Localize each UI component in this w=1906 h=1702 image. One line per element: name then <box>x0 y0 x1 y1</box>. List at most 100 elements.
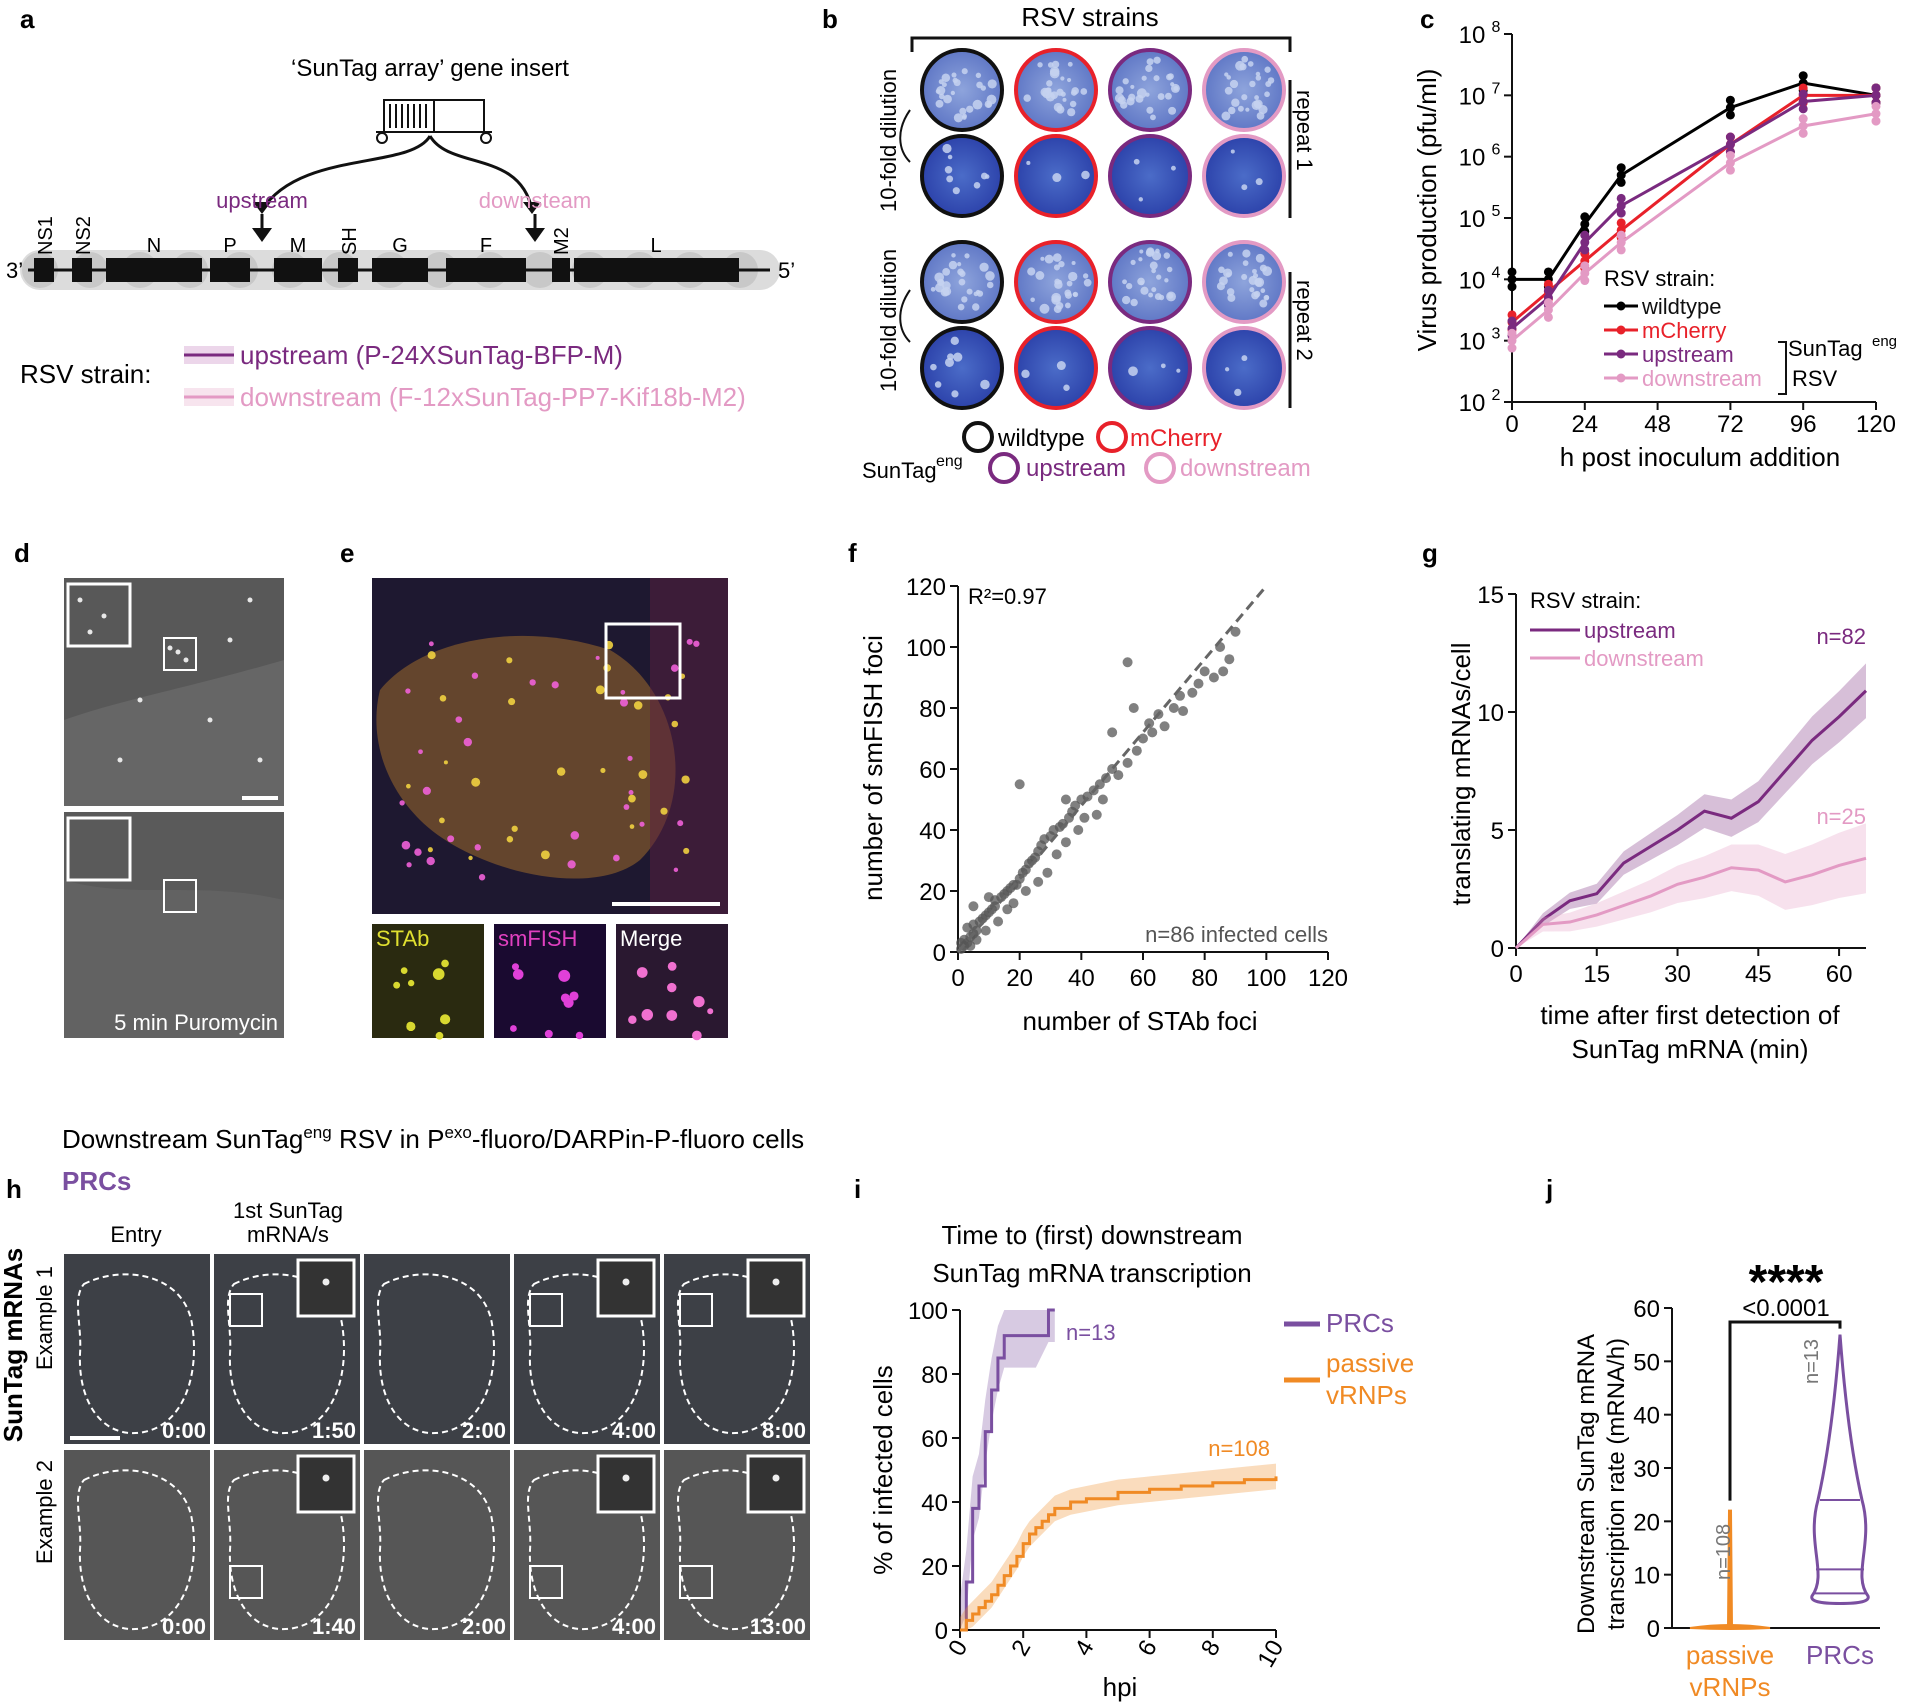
e-spot <box>660 807 668 815</box>
f-y-tick-label: 60 <box>919 757 946 784</box>
e-spot <box>463 737 473 747</box>
plaque-spot <box>957 303 965 311</box>
h-timestamp: 2:00 <box>462 1614 506 1639</box>
c-x-tick-label: 24 <box>1571 411 1598 438</box>
e-spot <box>629 824 635 829</box>
f-data-point <box>1128 703 1139 713</box>
c-data-point <box>1725 139 1735 149</box>
h-timestamp: 13:00 <box>750 1614 806 1639</box>
plaque-title: RSV strains <box>1021 2 1158 32</box>
h-cell-outline <box>377 1469 495 1631</box>
plaque-spot <box>973 182 981 189</box>
plaque-spot <box>1151 268 1156 274</box>
h-inset-box <box>596 1258 656 1318</box>
e-spot <box>677 820 684 827</box>
c-xlabel: h post inoculum addition <box>1560 442 1840 472</box>
e-spot <box>406 783 411 789</box>
h-tile <box>364 1450 510 1640</box>
panel-d: d 5 min Puromycin <box>14 538 284 1038</box>
plaque-spot <box>1138 257 1143 262</box>
plaque-spot <box>959 107 967 115</box>
f-data-point <box>1091 809 1102 820</box>
c-x-tick-label: 96 <box>1790 411 1817 438</box>
h-header-mid: RSV in P <box>332 1124 445 1154</box>
d-spot <box>167 645 173 651</box>
plaque-spot <box>958 278 966 286</box>
legend-suntag-sup: eng <box>936 453 963 470</box>
plaque-spot <box>939 93 945 100</box>
e-spot <box>595 655 600 660</box>
c-data-point <box>1725 103 1735 113</box>
e-spot <box>426 856 435 866</box>
c-data-point <box>1507 274 1517 284</box>
i-x-tick-label: 10 <box>1252 1636 1289 1673</box>
g-xlabel2: SunTag mRNA (min) <box>1572 1034 1809 1064</box>
plaque-spot <box>1035 271 1045 280</box>
plaque-spot <box>1231 98 1240 107</box>
f-data-point <box>983 892 994 903</box>
plaque-spot <box>930 287 936 292</box>
g-y-tick-label: 15 <box>1477 582 1504 609</box>
f-data-point <box>1147 727 1158 738</box>
c-group-label: SunTag <box>1788 336 1863 361</box>
h-timestamp: 0:00 <box>162 1418 206 1443</box>
plaque-spot <box>1154 293 1162 301</box>
j-significance-bracket <box>1728 1320 1842 1501</box>
plaque-spot <box>941 82 947 88</box>
j-cat-prcs: PRCs <box>1806 1640 1874 1670</box>
gene-NS1: NS1 <box>35 216 57 255</box>
e-tile-spot <box>707 1008 714 1015</box>
virus-growth-chart: 0 24 48 72 96 120 10 2 10 3 10 4 10 5 10 6 10 7 10 8 <box>1459 19 1896 438</box>
i-y-tick-label: 40 <box>921 1490 948 1517</box>
f-x-tick-label: 60 <box>1130 965 1157 992</box>
plaque-spot <box>1164 278 1169 283</box>
plaque-spot <box>1153 56 1161 64</box>
h-col-entry: Entry <box>110 1222 161 1247</box>
svg-text:Downstream SunTageng RSV in Pe: Downstream SunTageng RSV in Pexo-fluoro/… <box>62 1123 804 1154</box>
c-data-point <box>1616 177 1626 187</box>
plaque-spot <box>1122 78 1129 85</box>
plaque-spot <box>1122 279 1127 285</box>
i-title2: SunTag mRNA transcription <box>932 1258 1251 1288</box>
plaque-spot <box>1030 297 1035 303</box>
plaque-spot <box>1021 369 1030 379</box>
j-pval: <0.0001 <box>1742 1295 1829 1322</box>
plaque-spot <box>1072 292 1077 297</box>
plaque-spot <box>1130 259 1136 265</box>
plaque-spot <box>930 363 937 371</box>
g-legend-downstream: downstream <box>1584 646 1704 671</box>
transcription-rate-violin: 0 10 20 30 40 50 60 <box>1633 1296 1880 1643</box>
plaque-spot <box>952 187 960 195</box>
plaque-spot <box>1053 253 1062 262</box>
f-data-point <box>1230 626 1241 637</box>
e-spot <box>686 638 693 645</box>
plaque-spot <box>1263 294 1270 301</box>
plaque-spot <box>1265 81 1272 88</box>
e-spot <box>638 770 648 779</box>
d-spot <box>101 613 107 619</box>
insert-downstream-label: downsteam <box>479 188 592 213</box>
gene-NS2: NS2 <box>73 216 95 255</box>
strain-label: RSV strain: <box>20 359 152 389</box>
plaque-spot <box>1130 84 1135 89</box>
legend-upstream: upstream <box>1026 455 1126 482</box>
h-cell-outline <box>77 1469 195 1631</box>
e-spot <box>471 672 479 679</box>
f-data-point <box>968 901 979 912</box>
i-y-tick-label: 80 <box>921 1362 948 1389</box>
h-prcs: PRCs <box>62 1166 131 1196</box>
plaque-spot <box>1056 361 1066 371</box>
plaque-dish <box>1108 326 1192 410</box>
e-spot <box>418 749 423 755</box>
rsv-genome: 3’ 5’ NS1 NS2 N P M SH G F M2 L <box>6 216 795 290</box>
c-data-point <box>1616 170 1626 180</box>
i-legend-prcs: PRCs <box>1326 1308 1394 1338</box>
h-example2: Example 2 <box>32 1460 57 1564</box>
plaque-spot <box>961 68 968 75</box>
c-data-point <box>1725 95 1735 105</box>
f-data-point <box>1097 794 1108 805</box>
plaque-spot <box>1251 100 1262 111</box>
i-series-line <box>960 1476 1278 1632</box>
c-y-tick-exp: 2 <box>1492 387 1501 404</box>
insert-cassette <box>376 99 492 144</box>
